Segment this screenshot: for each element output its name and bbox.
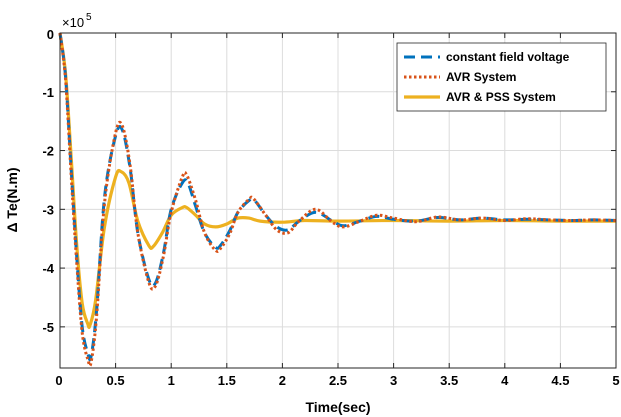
- y-tick-label: -5: [42, 320, 54, 335]
- y-tick-label: -3: [42, 202, 54, 217]
- x-tick-label: 3.5: [440, 373, 458, 388]
- series-line-1: [58, 32, 617, 368]
- x-tick-label: 1.5: [218, 373, 236, 388]
- x-tick-label: 0.5: [107, 373, 125, 388]
- legend-label-0: constant field voltage: [446, 50, 570, 64]
- y-tick-label: -2: [42, 144, 54, 159]
- legend-label-1: AVR System: [446, 70, 516, 84]
- x-axis: 0 0.5 1 1.5 2 2.5 3 3.5 4 4.5 5: [55, 33, 620, 388]
- y-scale-power: 5: [86, 12, 92, 23]
- y-axis-label: Δ Te(N.m): [4, 167, 20, 232]
- x-tick-label: 3: [390, 373, 397, 388]
- legend-box: [396, 42, 607, 112]
- series-layer: [58, 32, 617, 368]
- x-tick-label: 2: [279, 373, 286, 388]
- y-tick-label: -1: [42, 85, 54, 100]
- legend: constant field voltage AVR System AVR & PS…: [396, 42, 607, 112]
- y-scale-exponent: ×10 5: [62, 12, 92, 30]
- y-scale-base: ×10: [62, 15, 84, 30]
- x-axis-label: Time(sec): [305, 399, 370, 415]
- x-tick-label: 5: [612, 373, 619, 388]
- y-axis: 0 -1 -2 -3 -4 -5: [42, 27, 616, 335]
- y-tick-label: -4: [42, 261, 54, 276]
- x-tick-label: 2.5: [329, 373, 347, 388]
- x-tick-label: 1: [168, 373, 175, 388]
- legend-label-2: AVR & PSS System: [446, 90, 556, 104]
- x-tick-label: 4: [501, 373, 509, 388]
- y-tick-label: 0: [47, 27, 54, 42]
- x-tick-label: 0: [55, 373, 62, 388]
- x-tick-label: 4.5: [551, 373, 569, 388]
- series-line-2: [58, 32, 617, 329]
